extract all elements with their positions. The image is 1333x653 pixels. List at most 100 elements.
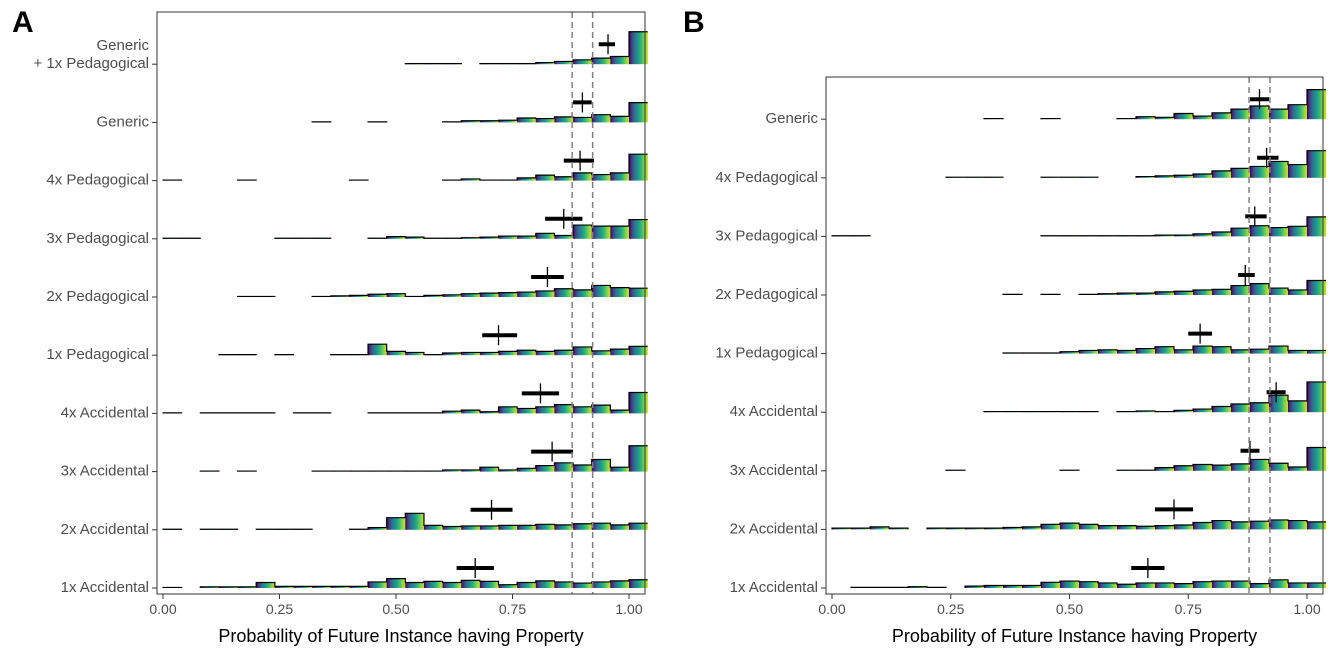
b-ridge-bin-5-18 (1174, 291, 1194, 295)
b-ridge-bin-1-10 (1022, 526, 1042, 530)
b-ridge-bin-1-14 (1098, 525, 1118, 530)
b-ridge-bin-4-17 (1155, 346, 1175, 354)
b-ridge-bin-2-23 (1269, 463, 1289, 471)
a-ridge-bin-5-23 (591, 285, 611, 297)
b-ridge-bin-1-11 (1041, 524, 1061, 530)
b-ridge-bin-0-9 (1003, 585, 1023, 588)
a-ridge-bin-1-14 (423, 525, 443, 530)
a-xtick-label-0: 0.00 (149, 601, 176, 617)
a-ylabel-2-0: 3x Accidental (61, 463, 149, 480)
b-ylabel-2-0: 3x Accidental (730, 462, 818, 479)
a-ridge-bin-7-24 (610, 172, 630, 181)
a-ylabel-1-0: 2x Accidental (61, 521, 149, 538)
b-ridge-bin-0-13 (1079, 581, 1099, 588)
a-ridge-bin-4-20 (535, 351, 555, 356)
a-ridge-bin-0-5 (256, 582, 276, 588)
b-ridge-bin-2-25 (1307, 447, 1327, 471)
a-ridge-bin-1-20 (535, 524, 555, 530)
b-ridge-bin-7-20 (1212, 170, 1232, 178)
a-ridge-bin-6-19 (517, 236, 536, 239)
a-ridge-bin-5-12 (386, 293, 406, 297)
b-ridge-bin-0-12 (1060, 581, 1080, 588)
a-x-axis-title: Probability of Future Instance having Pr… (218, 626, 583, 646)
a-ridge-bin-3-22 (573, 406, 592, 414)
a-ridge-bin-8-25 (629, 102, 648, 123)
a-ridge-bin-0-18 (498, 584, 518, 588)
b-ridge-bin-7-21 (1231, 168, 1251, 178)
a-ridge-bin-0-20 (535, 580, 555, 588)
b-ridge-bin-7-18 (1174, 175, 1194, 178)
b-plot-frame (825, 76, 1324, 595)
b-ridge-bin-6-25 (1307, 216, 1327, 237)
a-ridge-bin-0-17 (479, 581, 499, 588)
b-ridge-bin-1-8 (984, 528, 1004, 530)
a-ylabel-9-1: + 1x Pedagogical (33, 55, 149, 72)
b-ylabel-0-0: 1x Accidental (730, 579, 818, 596)
a-ridge-bin-7-22 (573, 172, 592, 181)
a-ridge-bin-4-11 (368, 344, 387, 356)
b-ridge-bin-0-18 (1174, 583, 1194, 588)
b-ridge-bin-6-23 (1269, 227, 1289, 237)
a-ridge-bin-0-16 (461, 580, 481, 588)
b-ridge-bin-3-21 (1231, 404, 1251, 413)
a-ridge-bin-1-23 (591, 523, 611, 530)
a-ridge-bin-1-21 (554, 524, 574, 530)
b-ridge-bin-0-7 (965, 586, 985, 588)
b-xtick-label-4: 1.00 (1293, 601, 1320, 617)
a-ridge-bin-3-21 (554, 404, 574, 414)
a-ridge-bin-0-25 (629, 579, 648, 588)
b-ridge-bin-5-21 (1231, 285, 1251, 295)
b-ridge-bin-1-16 (1136, 526, 1156, 530)
b-ridge-bin-4-13 (1079, 350, 1099, 354)
a-ridge-outline-3 (162, 391, 648, 414)
a-ridge-bin-0-14 (423, 581, 443, 588)
a-ridge-bin-3-24 (610, 410, 630, 414)
a-ridge-bin-9-25 (629, 31, 648, 65)
a-ridge-bin-9-23 (591, 58, 611, 65)
a-ridge-bin-5-11 (368, 294, 387, 297)
b-ylabel-1-0: 2x Accidental (730, 520, 818, 537)
a-ridge-bin-8-21 (554, 116, 574, 123)
a-ridge-bin-6-22 (573, 225, 592, 239)
a-ridge-bin-5-25 (629, 288, 648, 297)
a-ridge-bin-6-23 (591, 226, 611, 239)
a-ridge-bin-7-25 (629, 154, 648, 181)
a-ridge-outline-6 (162, 218, 648, 239)
a-ridge-bin-4-13 (405, 352, 425, 356)
a-ridge-bin-2-21 (554, 462, 574, 472)
b-ridge-bin-4-15 (1117, 350, 1137, 354)
b-ridge-bin-5-23 (1269, 288, 1289, 295)
b-ridge-bin-1-22 (1250, 521, 1270, 530)
b-ridge-bin-7-17 (1155, 175, 1175, 178)
a-ylabel-7-0: 4x Pedagogical (46, 172, 149, 189)
a-ridge-bin-4-17 (479, 352, 499, 356)
a-ridge-bin-1-13 (405, 513, 425, 530)
b-ridge-bin-4-25 (1307, 350, 1327, 354)
a-ridge-bin-2-25 (629, 445, 648, 472)
b-ridge-bin-1-1 (851, 528, 871, 530)
a-xtick-label-1: 0.25 (266, 601, 293, 617)
b-ridge-bin-8-17 (1155, 117, 1175, 120)
b-ridge-bin-1-0 (832, 528, 852, 530)
a-ridge-outline-2 (199, 445, 648, 472)
b-ridge-bin-4-24 (1288, 350, 1308, 354)
a-ylabel-0-0: 1x Accidental (61, 579, 149, 596)
b-ridge-bin-0-21 (1231, 581, 1251, 588)
a-ylabel-5-0: 2x Pedagogical (46, 288, 149, 305)
b-ridge-bin-0-19 (1193, 581, 1213, 588)
a-ridge-bin-5-20 (535, 290, 555, 297)
b-ridge-bin-3-16 (1136, 410, 1156, 413)
b-ridge-bin-2-18 (1174, 465, 1194, 471)
a-ridge-bin-2-18 (498, 469, 518, 472)
b-ridge-bin-4-20 (1212, 346, 1232, 354)
a-ridge-bin-4-22 (573, 346, 592, 356)
b-ridge-bin-3-18 (1174, 410, 1194, 413)
a-ylabel-8-0: Generic (96, 113, 149, 130)
b-ridge-bin-0-11 (1041, 582, 1061, 588)
a-xtick-label-3: 0.75 (499, 601, 526, 617)
a-ridge-bin-2-24 (610, 467, 630, 472)
b-ridge-bin-3-22 (1250, 402, 1270, 413)
b-ridge-bin-5-19 (1193, 289, 1213, 295)
a-ridge-bin-0-21 (554, 581, 574, 588)
a-ridge-outline-5 (236, 284, 648, 298)
